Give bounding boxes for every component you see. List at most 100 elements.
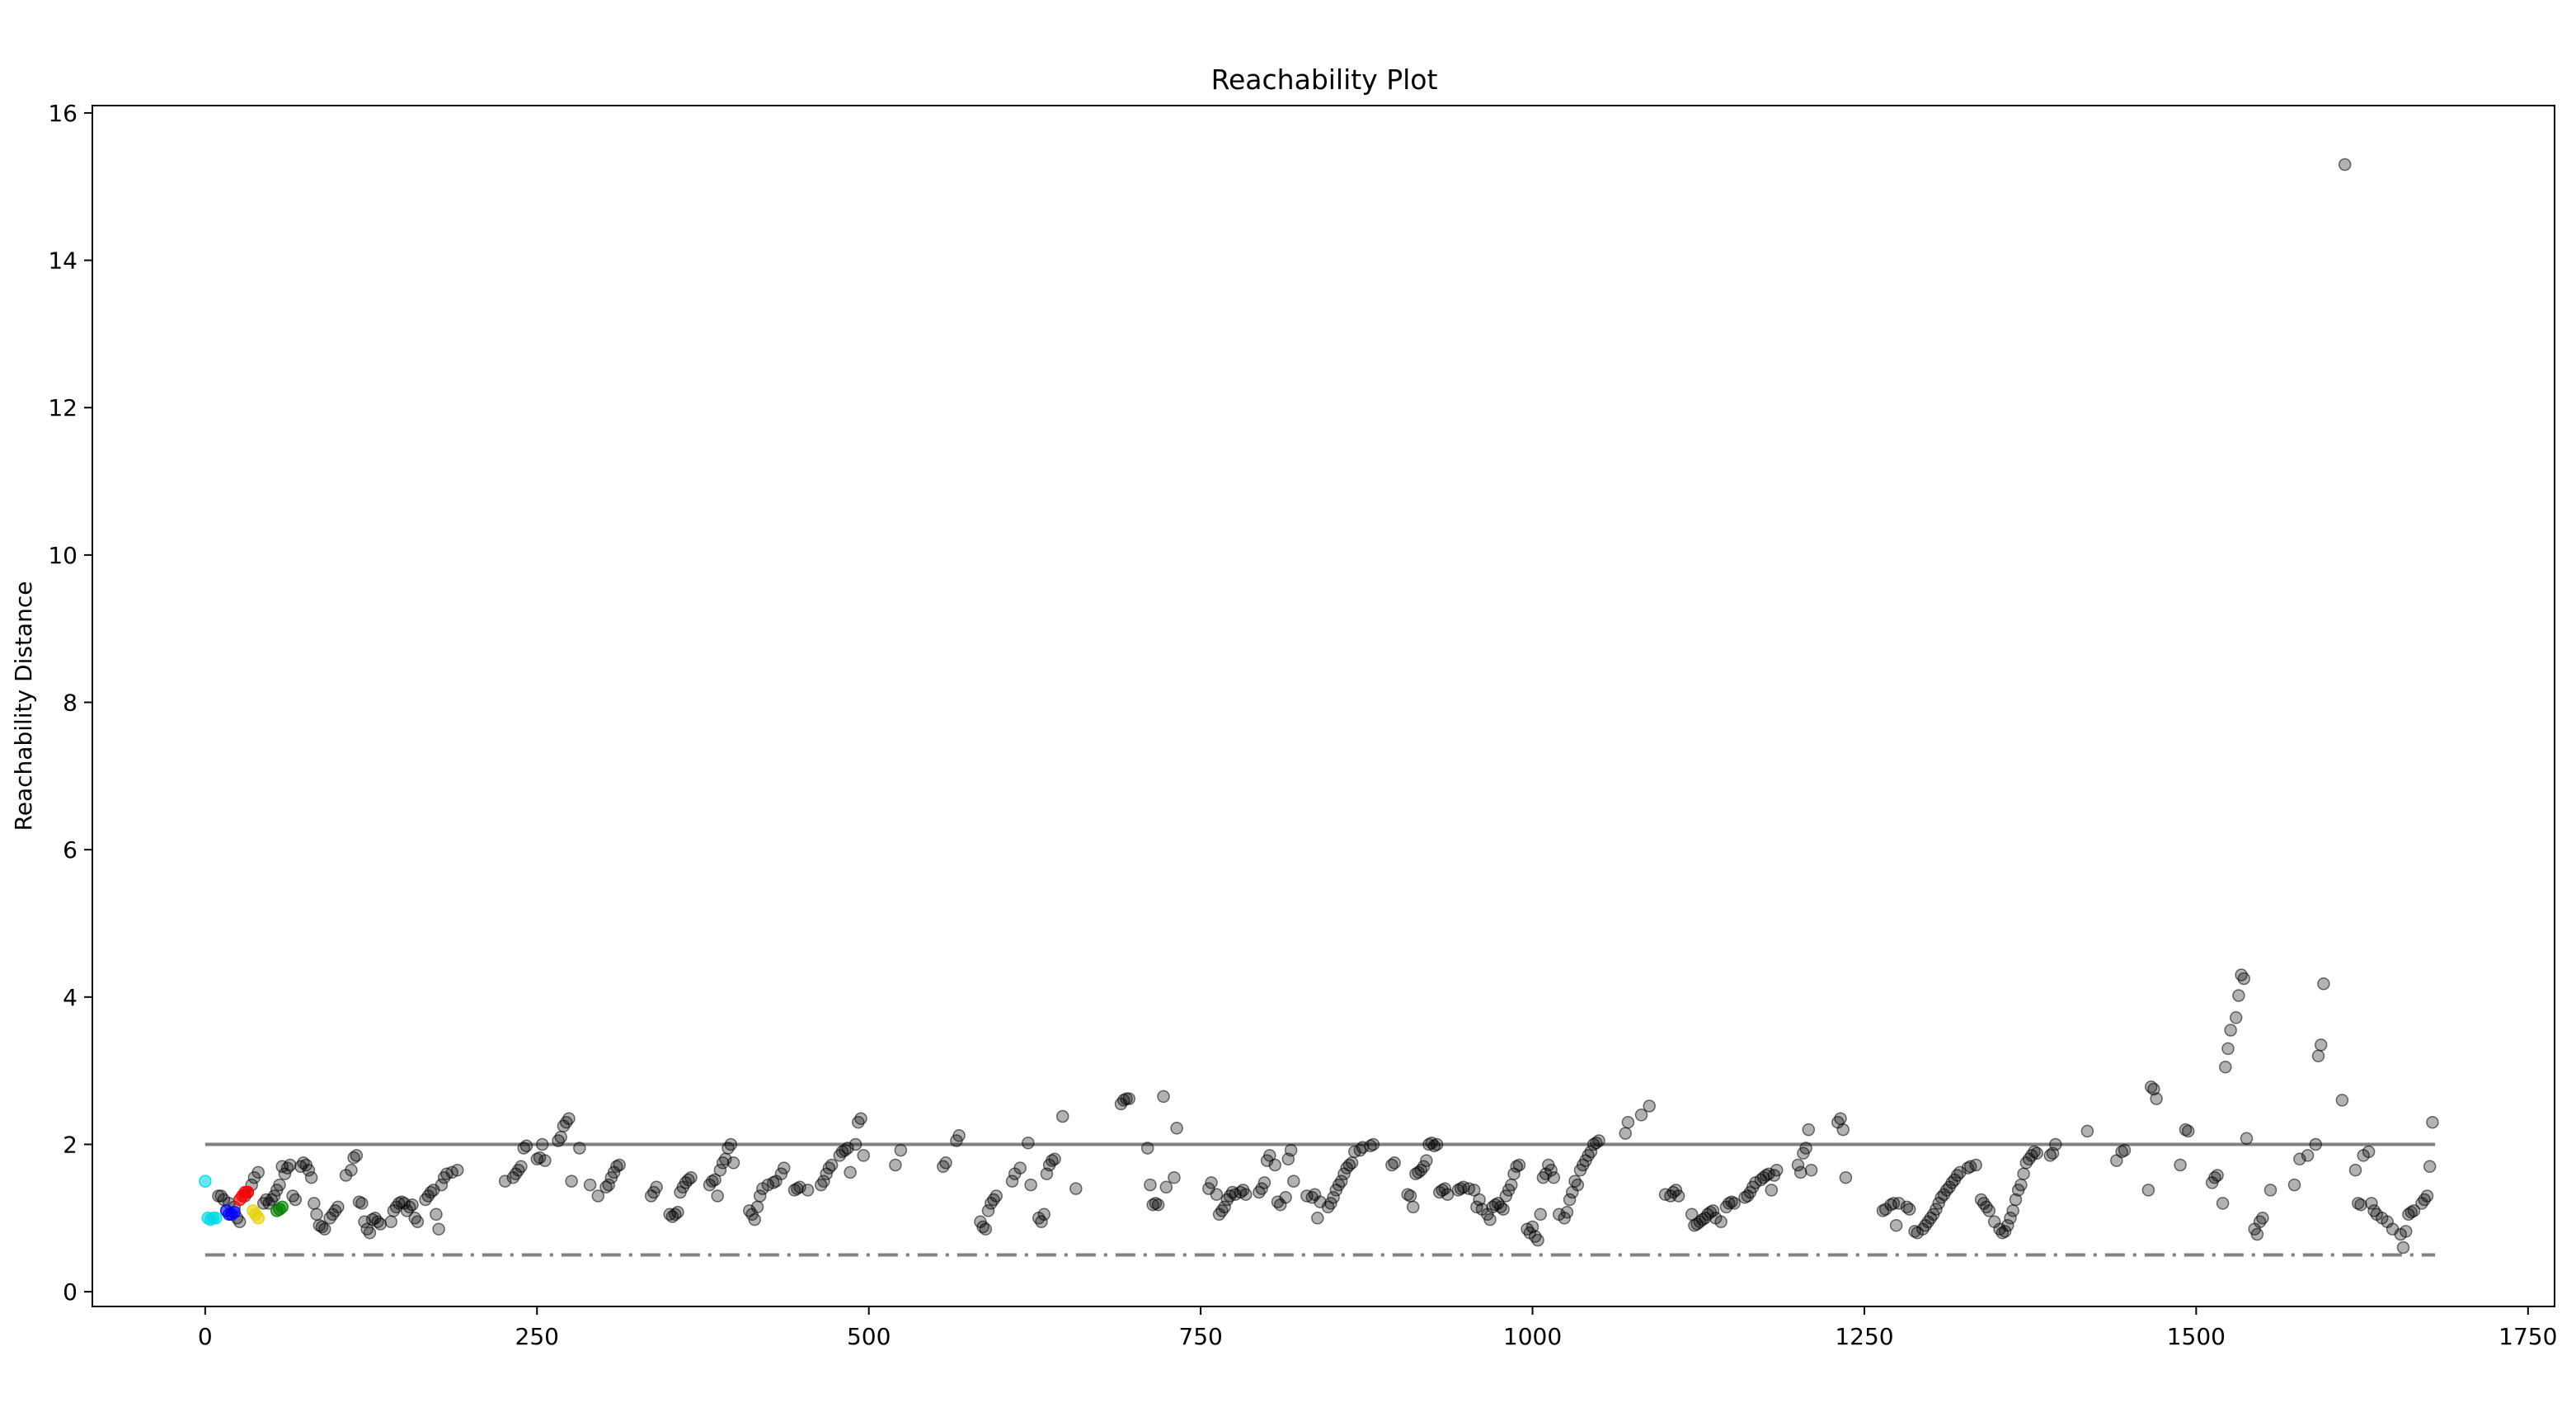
data-point xyxy=(331,1200,345,1214)
data-point xyxy=(209,1212,223,1225)
data-point xyxy=(1140,1142,1154,1155)
data-point xyxy=(2219,1060,2232,1074)
y-tick-label: 14 xyxy=(48,247,78,275)
data-point xyxy=(450,1163,464,1177)
data-point xyxy=(1671,1189,1685,1203)
data-point xyxy=(613,1158,626,1172)
data-point xyxy=(251,1165,265,1179)
y-tick-label: 8 xyxy=(63,690,78,717)
data-point xyxy=(2049,1137,2062,1151)
data-point xyxy=(1836,1123,1850,1137)
data-point xyxy=(2237,972,2251,986)
data-point xyxy=(1804,1163,1818,1177)
data-point xyxy=(1048,1152,1061,1166)
data-point xyxy=(708,1173,722,1187)
x-tick-label: 500 xyxy=(847,1323,891,1350)
data-point xyxy=(1634,1109,1648,1122)
data-point xyxy=(308,1197,321,1210)
data-point xyxy=(241,1185,255,1199)
chart-title: Reachability Plot xyxy=(1211,64,1438,96)
data-point xyxy=(2001,1218,2014,1232)
data-point xyxy=(2181,1124,2195,1138)
data-point xyxy=(1159,1180,1173,1194)
data-point xyxy=(894,1143,908,1157)
data-point xyxy=(1512,1158,1526,1172)
data-point xyxy=(2211,1169,2224,1182)
data-point xyxy=(2426,1115,2439,1129)
data-point xyxy=(2311,1049,2325,1063)
data-point xyxy=(1144,1178,1157,1192)
data-point xyxy=(515,1160,528,1174)
data-point xyxy=(273,1178,286,1192)
data-point xyxy=(1284,1143,1298,1157)
x-tick-label: 1750 xyxy=(2498,1323,2557,1350)
data-point xyxy=(554,1130,567,1144)
data-point xyxy=(1563,1193,1577,1207)
data-point xyxy=(317,1222,331,1236)
data-point xyxy=(1005,1175,1019,1188)
y-tick-label: 12 xyxy=(48,394,78,421)
data-point xyxy=(310,1208,323,1222)
x-tick-label: 0 xyxy=(198,1323,213,1350)
data-point xyxy=(538,1154,552,1167)
data-point xyxy=(2224,1024,2237,1037)
data-point xyxy=(345,1163,358,1177)
data-point xyxy=(1505,1178,1518,1192)
data-point xyxy=(374,1217,388,1231)
data-point xyxy=(1714,1215,1728,1229)
data-point xyxy=(981,1204,995,1217)
data-point xyxy=(535,1137,549,1151)
data-point xyxy=(2004,1212,2017,1225)
data-point xyxy=(1706,1204,1720,1217)
data-point xyxy=(2396,1240,2410,1255)
data-point xyxy=(1151,1198,1165,1212)
data-point xyxy=(889,1158,902,1172)
data-point xyxy=(1902,1203,1916,1216)
data-point xyxy=(713,1163,727,1177)
data-point xyxy=(2256,1212,2269,1225)
data-point xyxy=(2240,1132,2254,1146)
data-point xyxy=(2221,1042,2235,1056)
data-point xyxy=(2423,1160,2437,1174)
data-point xyxy=(952,1129,966,1142)
data-point xyxy=(1263,1149,1276,1162)
data-point xyxy=(384,1215,397,1229)
data-point xyxy=(2317,977,2330,991)
data-point xyxy=(1024,1178,1037,1192)
data-point xyxy=(2030,1146,2043,1160)
data-point xyxy=(1210,1188,1224,1201)
data-point xyxy=(1619,1127,1632,1140)
data-point xyxy=(2301,1149,2315,1162)
data-point xyxy=(1525,1220,1539,1234)
data-point xyxy=(1531,1233,1544,1247)
data-point xyxy=(406,1198,419,1212)
data-point xyxy=(430,1208,443,1222)
data-point xyxy=(1430,1137,1444,1151)
data-point xyxy=(711,1189,724,1203)
data-point xyxy=(1765,1184,1779,1197)
data-point xyxy=(1406,1200,1420,1214)
data-point xyxy=(435,1178,449,1192)
data-point xyxy=(1205,1176,1218,1189)
data-point xyxy=(233,1215,247,1229)
data-point xyxy=(1022,1136,1035,1150)
data-point xyxy=(854,1112,867,1125)
data-point xyxy=(411,1215,425,1229)
y-tick-label: 0 xyxy=(63,1278,78,1306)
reference-lines xyxy=(204,1142,2436,1257)
data-point xyxy=(1420,1154,1433,1167)
data-point xyxy=(304,1170,318,1184)
data-point xyxy=(199,1175,212,1188)
data-point xyxy=(1441,1188,1455,1201)
x-tick-label: 1500 xyxy=(2167,1323,2226,1350)
data-point xyxy=(583,1178,597,1192)
data-point xyxy=(2006,1204,2019,1217)
data-point xyxy=(1287,1175,1300,1188)
y-axis: 0 2 4 6 8 10 12 14 16 xyxy=(48,100,92,1306)
data-point xyxy=(1268,1158,1281,1172)
x-tick-label: 250 xyxy=(515,1323,559,1350)
data-point xyxy=(2399,1225,2413,1238)
data-point xyxy=(2250,1227,2264,1241)
data-point xyxy=(2407,1204,2421,1217)
